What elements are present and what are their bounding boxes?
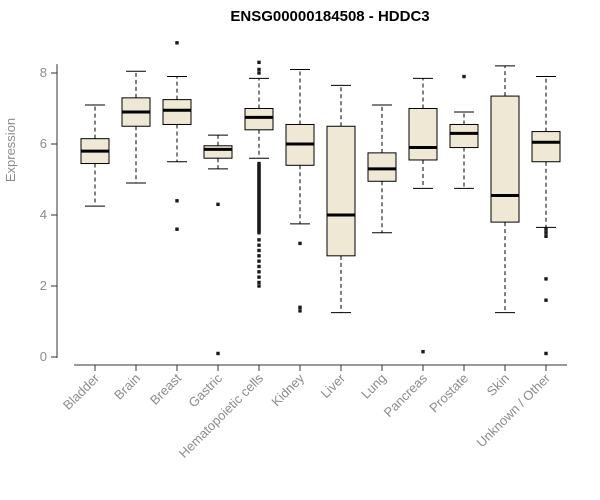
outlier-point	[257, 243, 261, 247]
outlier-point	[257, 238, 261, 242]
y-tick-label: 6	[40, 136, 47, 151]
outlier-point	[257, 222, 261, 226]
box	[244, 108, 274, 131]
outlier-point	[257, 168, 261, 173]
outlier-point	[257, 67, 261, 72]
outlier-point	[298, 241, 302, 246]
outlier-point	[257, 183, 261, 187]
x-category-label: Liver	[318, 370, 349, 401]
outlier-point	[257, 259, 261, 263]
outlier-point	[257, 231, 261, 235]
outlier-point	[257, 213, 261, 217]
outlier-point	[421, 349, 425, 354]
outlier-point	[257, 270, 261, 274]
outlier-point	[257, 170, 261, 175]
x-category-label: Lung	[358, 371, 389, 402]
box	[367, 152, 397, 182]
box	[490, 95, 520, 223]
outlier-point	[257, 206, 261, 210]
outlier-point	[257, 60, 261, 65]
outlier-point	[257, 225, 261, 230]
outlier-point	[544, 298, 548, 302]
outlier-point	[257, 229, 261, 233]
outlier-point	[257, 163, 261, 167]
outlier-point	[257, 254, 261, 258]
x-category-label: Prostate	[426, 371, 471, 416]
outlier-point	[257, 192, 261, 196]
outlier-point	[216, 351, 220, 356]
outlier-point	[257, 199, 261, 203]
outlier-point	[462, 74, 466, 79]
outlier-point	[257, 186, 261, 191]
chart-title: ENSG00000184508 - HDDC3	[230, 8, 429, 25]
box	[531, 131, 561, 163]
outlier-point	[257, 184, 261, 189]
x-category-label: Brain	[111, 371, 143, 403]
outlier-point	[257, 167, 261, 171]
x-category-label: Kidney	[268, 370, 307, 409]
outlier-point	[544, 351, 548, 356]
outlier-point	[257, 202, 261, 207]
box	[203, 145, 233, 159]
outlier-point	[257, 177, 261, 182]
outlier-point	[257, 179, 261, 183]
outlier-point	[298, 305, 302, 309]
outlier-point	[257, 207, 261, 212]
outlier-point	[175, 227, 179, 231]
outlier-point	[257, 215, 261, 219]
outlier-point	[257, 248, 261, 253]
x-category-label: Unknown / Other	[474, 370, 554, 450]
outlier-point	[544, 234, 548, 238]
outlier-point	[257, 181, 261, 185]
outlier-point	[257, 218, 261, 223]
box	[408, 108, 438, 161]
x-category-label: Pancreas	[381, 370, 431, 420]
outlier-point	[298, 309, 302, 313]
box	[162, 99, 192, 125]
y-axis-label: Expression	[3, 118, 18, 182]
outlier-point	[257, 216, 261, 221]
outlier-point	[216, 202, 220, 207]
outlier-point	[544, 231, 548, 235]
outlier-point	[257, 220, 261, 224]
outlier-point	[257, 284, 261, 288]
x-category-label: Breast	[147, 370, 184, 407]
outlier-point	[257, 172, 261, 176]
outlier-point	[175, 199, 179, 203]
y-tick-label: 2	[40, 278, 47, 293]
outlier-point	[175, 41, 179, 45]
x-category-label: Bladder	[60, 370, 103, 413]
outlier-point	[257, 190, 261, 194]
outlier-point	[257, 275, 261, 279]
outlier-point	[257, 188, 261, 192]
outlier-point	[257, 280, 261, 285]
outlier-point	[257, 211, 261, 215]
outlier-point	[257, 71, 261, 75]
outlier-point	[544, 277, 548, 281]
outlier-point	[257, 200, 261, 205]
y-tick-label: 0	[40, 349, 47, 364]
box	[449, 123, 479, 149]
outlier-point	[257, 227, 261, 231]
x-category-label: Gastric	[185, 370, 225, 410]
outlier-point	[257, 197, 261, 201]
outlier-point	[257, 193, 261, 198]
outlier-point	[257, 165, 261, 169]
outlier-point	[257, 209, 261, 214]
y-tick-label: 8	[40, 65, 47, 80]
outlier-point	[257, 204, 261, 208]
x-category-label: Skin	[484, 371, 512, 399]
outlier-point	[257, 161, 261, 166]
box	[326, 125, 356, 257]
outlier-point	[257, 174, 261, 178]
outlier-point	[257, 264, 261, 269]
outlier-point	[257, 195, 261, 199]
outlier-point	[257, 176, 261, 180]
outlier-point	[544, 227, 548, 231]
outlier-point	[257, 223, 261, 228]
y-tick-label: 4	[40, 207, 47, 222]
